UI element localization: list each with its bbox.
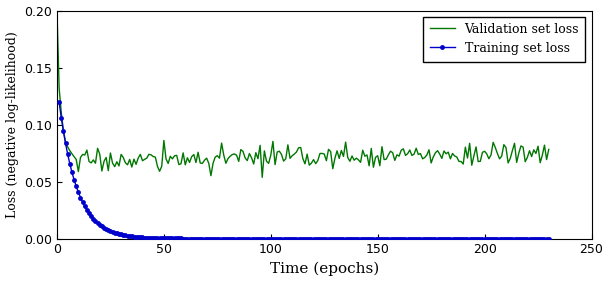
- X-axis label: Time (epochs): Time (epochs): [270, 262, 379, 276]
- Training set loss: [545, 237, 552, 240]
- Validation set loss: [524, 156, 531, 159]
- Y-axis label: Loss (negative log-likelihood): Loss (negative log-likelihood): [5, 31, 18, 218]
- Validation set loss: [545, 148, 552, 151]
- Line: Training set loss: Training set loss: [57, 100, 551, 241]
- Validation set loss: [265, 162, 272, 165]
- Validation set loss: [54, 9, 61, 12]
- Validation set loss: [124, 163, 131, 166]
- Training set loss: [509, 237, 516, 240]
- Line: Validation set loss: Validation set loss: [57, 10, 549, 177]
- Training set loss: [222, 237, 230, 240]
- Validation set loss: [507, 157, 514, 160]
- Validation set loss: [528, 155, 535, 158]
- Validation set loss: [259, 176, 266, 179]
- Legend: Validation set loss, Training set loss: Validation set loss, Training set loss: [423, 17, 585, 61]
- Training set loss: [55, 100, 63, 104]
- Validation set loss: [66, 149, 74, 152]
- Training set loss: [453, 237, 460, 240]
- Training set loss: [541, 237, 548, 240]
- Training set loss: [443, 237, 450, 240]
- Training set loss: [146, 236, 153, 239]
